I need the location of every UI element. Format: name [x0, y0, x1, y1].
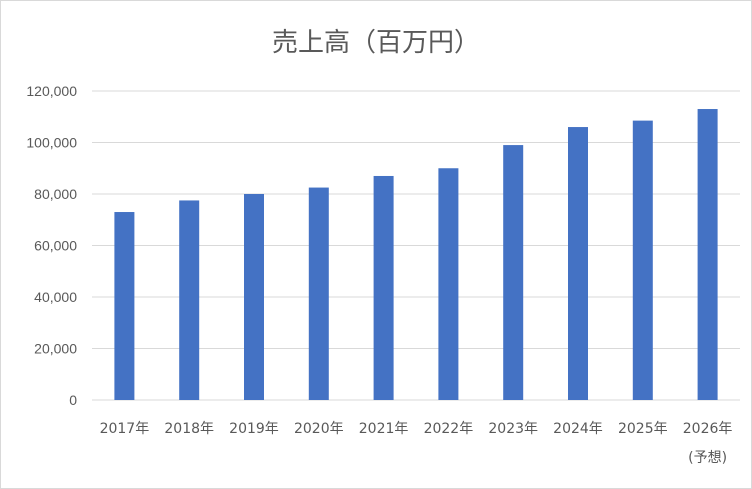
- x-axis-tick-labels: 2017年 2018年 2019年 2020年 2021年 2022年 2023年 2024年…: [100, 421, 733, 466]
- bar: [308, 187, 329, 400]
- y-axis-tick-labels: 0 20,000 40,000 60,000 80,000 100,000 120,000: [26, 83, 77, 408]
- x-tick-label: 2025年: [618, 421, 668, 437]
- x-tick-label: 2026年: [683, 421, 733, 437]
- chart-title: 売上高（百万円）: [271, 28, 480, 58]
- x-tick-label: 2021年: [359, 421, 409, 437]
- gridlines: [92, 90, 740, 401]
- x-tick-label: 2022年: [424, 421, 474, 437]
- y-tick-label: 40,000: [34, 289, 77, 305]
- x-tick-label: 2019年: [229, 421, 279, 437]
- x-tick-sublabel: (予想): [688, 450, 727, 466]
- bar: [568, 127, 588, 401]
- bar: [114, 212, 135, 400]
- y-tick-label: 0: [69, 392, 77, 408]
- x-tick-label: 2023年: [488, 421, 538, 437]
- bar: [632, 120, 653, 401]
- y-tick-label: 120,000: [26, 83, 77, 99]
- y-tick-label: 80,000: [34, 186, 77, 202]
- y-tick-label: 20,000: [34, 341, 77, 357]
- bar: [373, 175, 394, 400]
- bar: [179, 200, 200, 400]
- bar: [503, 145, 524, 400]
- x-tick-label: 2017年: [100, 421, 150, 437]
- x-tick-label: 2024年: [553, 421, 603, 437]
- x-tick-label: 2020年: [294, 421, 344, 437]
- bar-series: [114, 109, 718, 401]
- y-tick-label: 100,000: [26, 135, 77, 151]
- bar: [697, 109, 718, 401]
- bar: [244, 194, 264, 400]
- x-tick-label: 2018年: [164, 421, 214, 437]
- y-tick-label: 60,000: [34, 238, 77, 254]
- bar: [438, 168, 459, 400]
